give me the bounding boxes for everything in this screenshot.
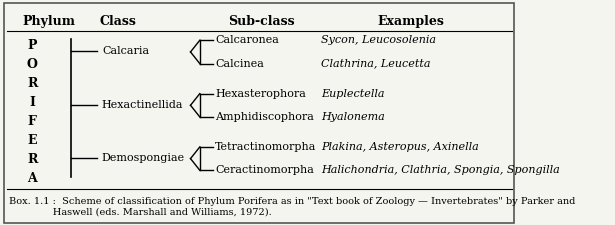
Text: A: A xyxy=(28,171,37,184)
Text: I: I xyxy=(30,96,35,109)
Text: P: P xyxy=(28,39,37,52)
Text: F: F xyxy=(28,115,37,128)
Text: Plakina, Asteropus, Axinella: Plakina, Asteropus, Axinella xyxy=(321,142,478,152)
Text: Amphidiscophora: Amphidiscophora xyxy=(215,112,314,122)
Text: Halichondria, Clathria, Spongia, Spongilla: Halichondria, Clathria, Spongia, Spongil… xyxy=(321,165,560,175)
Text: Calcaria: Calcaria xyxy=(102,46,149,56)
Text: R: R xyxy=(27,153,38,166)
Text: Calcaronea: Calcaronea xyxy=(215,35,279,45)
Text: Euplectella: Euplectella xyxy=(321,89,384,99)
Text: Sycon, Leucosolenia: Sycon, Leucosolenia xyxy=(321,35,436,45)
Text: Hexasterophora: Hexasterophora xyxy=(215,89,306,99)
Text: E: E xyxy=(28,134,37,147)
Text: Examples: Examples xyxy=(378,15,445,28)
Text: Class: Class xyxy=(99,15,136,28)
Text: Phylum: Phylum xyxy=(22,15,75,28)
Text: R: R xyxy=(27,77,38,90)
Text: Tetractinomorpha: Tetractinomorpha xyxy=(215,142,317,152)
Text: Ceractinomorpha: Ceractinomorpha xyxy=(215,165,314,175)
Text: Sub-class: Sub-class xyxy=(228,15,295,28)
FancyBboxPatch shape xyxy=(4,2,514,223)
Text: Clathrina, Leucetta: Clathrina, Leucetta xyxy=(321,58,430,69)
Text: Hyalonema: Hyalonema xyxy=(321,112,384,122)
Text: Box. 1.1 :  Scheme of classification of Phylum Porifera as in "Text book of Zool: Box. 1.1 : Scheme of classification of P… xyxy=(9,197,576,217)
Text: Demospongiae: Demospongiae xyxy=(102,153,185,163)
Text: Calcinea: Calcinea xyxy=(215,58,264,69)
Text: O: O xyxy=(27,58,38,71)
Text: Hexactinellida: Hexactinellida xyxy=(102,100,183,110)
